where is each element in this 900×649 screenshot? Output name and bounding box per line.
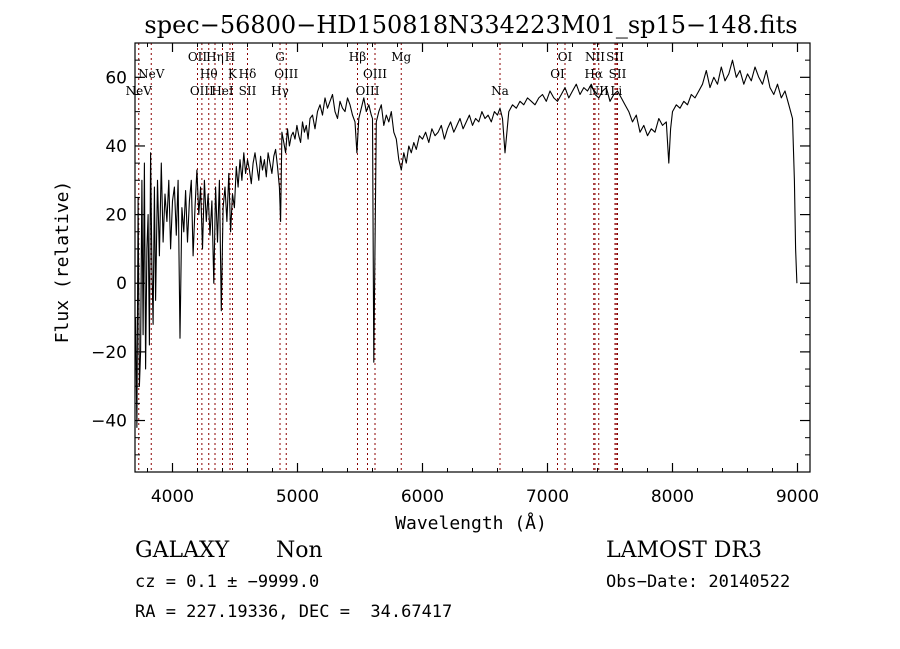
y-tick-label-4: 40	[105, 137, 127, 157]
x-tick-label-4: 8000	[651, 487, 694, 507]
x-tick-label-5: 9000	[776, 487, 819, 507]
line-label-21: NII	[585, 50, 605, 64]
line-label-9: Hδ	[239, 67, 257, 81]
line-label-5: Hη	[206, 50, 224, 64]
redshift-cz: cz = 0.1 ± −9999.0	[135, 572, 320, 592]
line-label-16: OIII	[355, 84, 379, 98]
object-class: GALAXY	[135, 538, 230, 563]
line-label-11: G	[275, 50, 285, 64]
chart-title: spec−56800−HD150818N334223M01_sp15−148.f…	[144, 11, 797, 39]
y-tick-label-1: −20	[91, 343, 127, 363]
line-label-26: Li	[610, 84, 622, 98]
y-tick-label-2: 0	[116, 274, 127, 294]
coordinates: RA = 227.19336, DEC = 34.67417	[135, 602, 453, 622]
line-label-1: NeV	[138, 67, 165, 81]
line-label-20: OI	[550, 67, 565, 81]
x-axis-label: Wavelength (Å)	[395, 512, 547, 534]
line-label-13: Hγ	[271, 84, 289, 98]
x-tick-label-2: 6000	[401, 487, 444, 507]
line-label-12: OIII	[274, 67, 298, 81]
line-label-3: OIII	[190, 84, 214, 98]
line-label-25: SII	[609, 67, 627, 81]
line-label-18: Na	[491, 84, 509, 98]
object-subclass: Non	[276, 538, 323, 563]
y-tick-label-3: 20	[105, 206, 127, 226]
line-label-23: NII	[589, 84, 609, 98]
survey-name: LAMOST DR3	[606, 538, 762, 563]
y-tick-label-0: −40	[91, 412, 127, 432]
line-label-6: HeI	[211, 84, 234, 98]
line-label-22: Hα	[584, 67, 603, 81]
x-axis: 4000 5000 6000 7000 8000 9000	[147, 43, 819, 507]
line-label-10: SII	[239, 84, 257, 98]
spectrum-line	[135, 59, 798, 428]
plot-frame	[134, 42, 811, 473]
x-tick-label-0: 4000	[151, 487, 194, 507]
line-label-8: K	[228, 67, 238, 81]
line-label-0: NeV	[126, 84, 153, 98]
line-label-19: OI	[558, 50, 573, 64]
line-label-17: Mg	[391, 50, 411, 64]
line-label-24: SII	[606, 50, 624, 64]
y-axis-label: Flux (relative)	[52, 181, 73, 344]
line-markers	[138, 43, 618, 472]
x-tick-label-1: 5000	[276, 487, 319, 507]
line-label-7: H	[225, 50, 235, 64]
line-label-2: OII	[188, 50, 208, 64]
x-tick-label-3: 7000	[526, 487, 569, 507]
line-label-14: Hβ	[349, 50, 366, 64]
line-label-15: OIII	[363, 67, 387, 81]
y-axis: −40 −20 0 20 40 60	[91, 42, 810, 456]
observation-date: Obs−Date: 20140522	[606, 572, 791, 592]
line-labels: NeV NeV OII OIII Hθ Hη HeI HK Hδ SII G OIII Hγ Hβ OIII…	[126, 50, 627, 98]
line-label-4: Hθ	[200, 67, 218, 81]
y-tick-label-5: 60	[105, 68, 127, 88]
